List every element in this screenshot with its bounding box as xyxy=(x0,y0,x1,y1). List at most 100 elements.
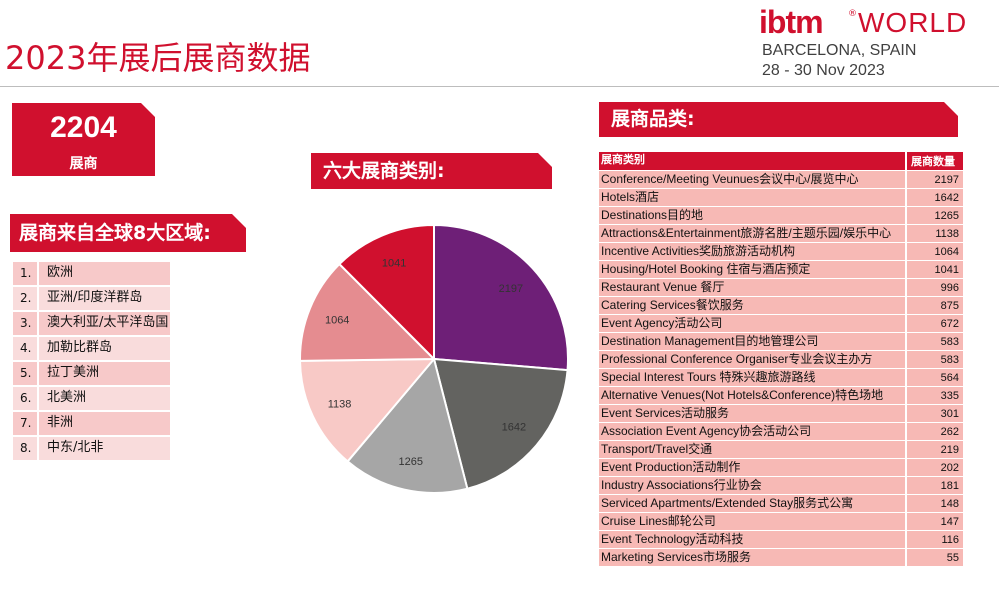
category-count: 1064 xyxy=(907,243,963,260)
table-row: Special Interest Tours 特殊兴趣旅游路线 564 xyxy=(599,369,963,386)
pie-slice-label: 1642 xyxy=(502,421,526,433)
table-row: Destination Management目的地管理公司 583 xyxy=(599,333,963,350)
table-row: Conference/Meeting Veunues会议中心/展览中心 2197 xyxy=(599,171,963,188)
table-row: Restaurant Venue 餐厅 996 xyxy=(599,279,963,296)
category-name: Association Event Agency协会活动公司 xyxy=(599,423,907,440)
table-row: Marketing Services市场服务 55 xyxy=(599,549,963,566)
column-header-count: 展商数量 xyxy=(907,152,963,170)
category-count: 583 xyxy=(907,333,963,350)
categories-table: 展商类别 展商数量 Conference/Meeting Veunues会议中心… xyxy=(599,152,963,567)
list-item: 3. 澳大利亚/太平洋岛国 xyxy=(13,312,170,335)
category-name: Industry Associations行业协会 xyxy=(599,477,907,494)
list-item: 8. 中东/北非 xyxy=(13,437,170,460)
table-row: Professional Conference Organiser专业会议主办方… xyxy=(599,351,963,368)
category-count: 335 xyxy=(907,387,963,404)
category-count: 147 xyxy=(907,513,963,530)
category-count: 55 xyxy=(907,549,963,566)
logo-world: WORLD xyxy=(858,7,968,38)
category-count: 202 xyxy=(907,459,963,476)
list-item-name: 非洲 xyxy=(47,415,74,430)
table-row: Attractions&Entertainment旅游名胜/主题乐园/娱乐中心 1… xyxy=(599,225,963,242)
pie-slice-label: 2197 xyxy=(499,283,523,295)
category-name: Hotels酒店 xyxy=(599,189,907,206)
list-item-index: 4. xyxy=(13,337,39,360)
list-item-index: 8. xyxy=(13,437,39,460)
table-row: Destinations目的地 1265 xyxy=(599,207,963,224)
category-count: 148 xyxy=(907,495,963,512)
table-row: Cruise Lines邮轮公司 147 xyxy=(599,513,963,530)
category-name: Restaurant Venue 餐厅 xyxy=(599,279,907,296)
table-header-row: 展商类别 展商数量 xyxy=(599,152,963,170)
table-row: Serviced Apartments/Extended Stay服务式公寓 14… xyxy=(599,495,963,512)
table-row: Event Agency活动公司 672 xyxy=(599,315,963,332)
table-row: Alternative Venues(Not Hotels&Conference… xyxy=(599,387,963,404)
regions-header: 展商来自全球8大区域: xyxy=(10,214,246,252)
list-item-name: 北美洲 xyxy=(47,390,87,405)
list-item-name: 中东/北非 xyxy=(47,440,104,455)
list-item-index: 3. xyxy=(13,312,39,335)
logo-dates: 28 - 30 Nov 2023 xyxy=(762,62,885,79)
category-name: Special Interest Tours 特殊兴趣旅游路线 xyxy=(599,369,907,386)
pie-slice xyxy=(338,223,435,362)
pie-slice xyxy=(432,357,569,490)
table-row: Event Technology活动科技 116 xyxy=(599,531,963,548)
header-divider xyxy=(0,86,999,87)
table-row: Hotels酒店 1642 xyxy=(599,189,963,206)
list-item-index: 6. xyxy=(13,387,39,410)
page-title: 2023年展后展商数据 xyxy=(5,39,311,77)
category-name: Incentive Activities奖励旅游活动机构 xyxy=(599,243,907,260)
column-header-category: 展商类别 xyxy=(599,152,907,170)
category-name: Professional Conference Organiser专业会议主办方 xyxy=(599,351,907,368)
category-name: Housing/Hotel Booking 住宿与酒店预定 xyxy=(599,261,907,278)
table-row: Transport/Travel交通 219 xyxy=(599,441,963,458)
pie-slice-label: 1064 xyxy=(325,315,349,327)
types-header: 六大展商类别: xyxy=(311,153,552,189)
list-item: 7. 非洲 xyxy=(13,412,170,435)
list-item: 1. 欧洲 xyxy=(13,262,170,285)
list-item-name: 拉丁美洲 xyxy=(47,365,100,380)
exhibitor-types-pie-chart: 2197 1642 1265 1138 1064 1041 xyxy=(298,223,569,494)
pie-slice-label: 1041 xyxy=(382,257,406,269)
list-item-index: 1. xyxy=(13,262,39,285)
list-item: 5. 拉丁美洲 xyxy=(13,362,170,385)
pie-slice-label: 1138 xyxy=(328,399,352,411)
category-name: Destinations目的地 xyxy=(599,207,907,224)
list-item-index: 2. xyxy=(13,287,39,310)
category-count: 875 xyxy=(907,297,963,314)
table-row: Catering Services餐饮服务 875 xyxy=(599,297,963,314)
category-name: Conference/Meeting Veunues会议中心/展览中心 xyxy=(599,171,907,188)
category-name: Catering Services餐饮服务 xyxy=(599,297,907,314)
category-count: 564 xyxy=(907,369,963,386)
list-item-name: 欧洲 xyxy=(47,265,74,280)
exhibitor-count: 2204 xyxy=(50,111,117,144)
list-item: 2. 亚洲/印度洋群岛 xyxy=(13,287,170,310)
regions-list: 1. 欧洲 2. 亚洲/印度洋群岛 3. 澳大利亚/太平洋岛国 4. 加勒比群岛 5. 拉丁美洲 6… xyxy=(13,262,170,462)
category-count: 1138 xyxy=(907,225,963,242)
table-row: Event Services活动服务 301 xyxy=(599,405,963,422)
category-count: 181 xyxy=(907,477,963,494)
logo-brand: ibtm xyxy=(759,4,824,40)
category-count: 262 xyxy=(907,423,963,440)
category-name: Serviced Apartments/Extended Stay服务式公寓 xyxy=(599,495,907,512)
category-name: Destination Management目的地管理公司 xyxy=(599,333,907,350)
category-count: 1642 xyxy=(907,189,963,206)
category-name: Event Technology活动科技 xyxy=(599,531,907,548)
category-name: Alternative Venues(Not Hotels&Conference… xyxy=(599,387,907,404)
list-item-index: 7. xyxy=(13,412,39,435)
category-count: 2197 xyxy=(907,171,963,188)
list-item: 4. 加勒比群岛 xyxy=(13,337,170,360)
category-name: Attractions&Entertainment旅游名胜/主题乐园/娱乐中心 xyxy=(599,225,907,242)
logo-registered-mark: ® xyxy=(848,9,857,19)
table-row: Association Event Agency协会活动公司 262 xyxy=(599,423,963,440)
category-name: Event Agency活动公司 xyxy=(599,315,907,332)
category-name: Marketing Services市场服务 xyxy=(599,549,907,566)
list-item-name: 澳大利亚/太平洋岛国 xyxy=(47,315,169,330)
table-row: Housing/Hotel Booking 住宿与酒店预定 1041 xyxy=(599,261,963,278)
list-item: 6. 北美洲 xyxy=(13,387,170,410)
table-row: Event Production活动制作 202 xyxy=(599,459,963,476)
ibtm-world-logo: ibtm ® WORLD BARCELONA, SPAIN 28 - 30 No… xyxy=(745,4,995,84)
categories-header: 展商品类: xyxy=(599,102,958,137)
category-count: 583 xyxy=(907,351,963,368)
logo-city: BARCELONA, SPAIN xyxy=(762,42,917,59)
exhibitor-count-label: 展商 xyxy=(69,156,98,172)
